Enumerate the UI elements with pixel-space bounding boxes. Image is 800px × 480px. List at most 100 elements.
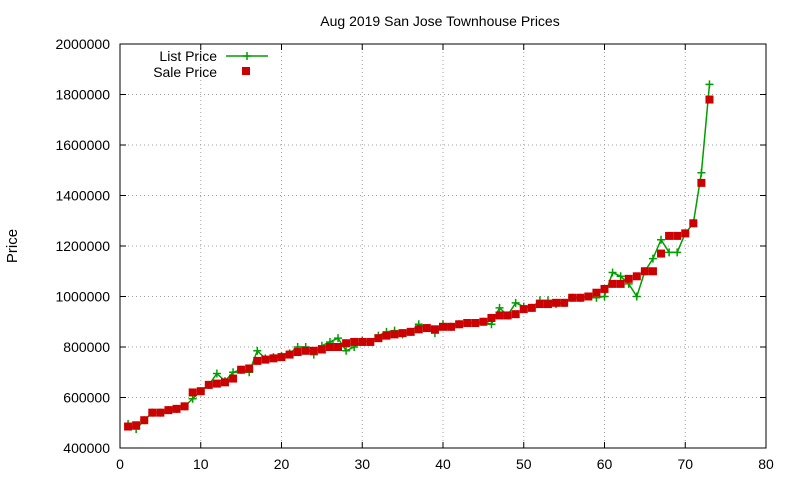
sale-price-point	[261, 355, 270, 364]
sale-price-point	[705, 95, 714, 104]
x-tick-label: 30	[354, 456, 370, 472]
y-axis-label: Price	[4, 229, 21, 263]
list-price-point	[212, 369, 221, 378]
sale-price-point	[552, 298, 561, 307]
axis-ticks: 0 10 20 30 40 50 60 70 80 400000 600000 800000 10000…	[55, 36, 774, 472]
sale-price-point	[648, 267, 657, 276]
sale-price-point	[511, 310, 520, 319]
x-tick-label: 10	[193, 456, 209, 472]
sale-price-point	[430, 325, 439, 334]
legend-label-list-price: List Price	[159, 48, 217, 64]
sale-price-point	[277, 353, 286, 362]
list-price-point	[648, 254, 657, 263]
chart-title: Aug 2019 San Jose Townhouse Prices	[320, 13, 559, 29]
legend-sample-list-price-marker	[243, 52, 251, 60]
y-tick-label: 1000000	[55, 289, 110, 305]
sale-price-point	[568, 293, 577, 302]
sale-price-point	[366, 337, 375, 346]
sale-price-point	[180, 402, 189, 411]
sale-price-point	[245, 364, 254, 373]
list-price-line	[127, 84, 711, 431]
sale-price-point	[640, 267, 649, 276]
sale-price-point	[334, 343, 343, 351]
sale-price-point	[148, 408, 157, 417]
sale-price-point	[463, 319, 472, 328]
y-tick-label: 2000000	[55, 36, 110, 52]
list-price-point	[608, 268, 617, 277]
sale-price-point	[398, 329, 407, 338]
sale-price-point	[229, 374, 238, 383]
sale-price-point	[527, 303, 536, 312]
sale-price-point	[325, 343, 334, 351]
sale-price-point	[269, 354, 278, 363]
series	[124, 80, 714, 434]
list-price-point	[342, 346, 351, 355]
sale-price-point	[309, 346, 318, 355]
sale-price-point	[382, 331, 391, 340]
sale-price-point	[204, 380, 213, 389]
x-tick-label: 0	[116, 456, 124, 472]
sale-price-point	[390, 330, 399, 339]
y-tick-label: 1200000	[55, 238, 110, 254]
sale-price-point	[535, 300, 544, 309]
sale-price-point	[608, 279, 617, 288]
list-price-point	[705, 80, 714, 89]
sale-price-point	[132, 421, 141, 430]
sale-price-point	[188, 388, 197, 397]
sale-price-point	[689, 219, 698, 228]
sale-price-point	[317, 345, 326, 354]
sale-price-point	[406, 327, 415, 336]
sale-price-point	[447, 322, 456, 331]
sale-price-point	[301, 346, 310, 355]
list-price-point	[632, 292, 641, 301]
list-price-point	[495, 303, 504, 312]
sale-price-point	[196, 387, 205, 396]
sale-price-point	[164, 406, 173, 415]
sale-price-point	[592, 288, 601, 297]
grid	[120, 44, 766, 448]
sale-price-point	[293, 348, 302, 357]
legend-label-sale-price: Sale Price	[153, 64, 217, 80]
sale-price-point	[358, 337, 367, 346]
x-tick-label: 40	[435, 456, 451, 472]
x-tick-label: 20	[274, 456, 290, 472]
legend-sample-sale-price-marker	[242, 67, 250, 75]
sale-price-point	[665, 231, 674, 240]
x-tick-label: 50	[516, 456, 532, 472]
sale-price-point	[519, 305, 528, 314]
list-price-point	[665, 248, 674, 257]
sale-price-point	[212, 379, 221, 388]
sale-price-point	[285, 350, 294, 359]
sale-price-point	[560, 298, 569, 307]
sale-price-point	[487, 313, 496, 322]
sale-price-point	[600, 284, 609, 293]
sale-price-point	[455, 320, 464, 329]
sale-price-point	[673, 231, 682, 240]
sale-price-point	[503, 311, 512, 320]
list-price-point	[616, 272, 625, 281]
sale-price-point	[156, 408, 165, 417]
sale-price-point	[350, 337, 359, 346]
list-price-point	[511, 298, 520, 307]
list-price-point	[334, 334, 343, 343]
y-tick-label: 800000	[63, 339, 110, 355]
sale-price-point	[624, 274, 633, 283]
sale-price-point	[495, 311, 504, 320]
sale-price-point	[374, 334, 383, 343]
sale-price-point	[422, 324, 431, 333]
sale-price-point	[584, 292, 593, 301]
sale-price-point	[220, 378, 229, 387]
y-tick-label: 1400000	[55, 188, 110, 204]
y-tick-label: 400000	[63, 440, 110, 456]
list-price-point	[600, 292, 609, 301]
sale-price-point	[632, 272, 641, 281]
sale-price-point	[439, 322, 447, 331]
y-tick-label: 1800000	[55, 87, 110, 103]
legend: List Price Sale Price	[153, 48, 268, 80]
sale-price-point	[237, 365, 246, 374]
sale-price-point	[697, 178, 706, 187]
sale-price-point	[479, 317, 488, 326]
list-price-point	[657, 235, 666, 244]
sale-price-point	[616, 279, 625, 288]
